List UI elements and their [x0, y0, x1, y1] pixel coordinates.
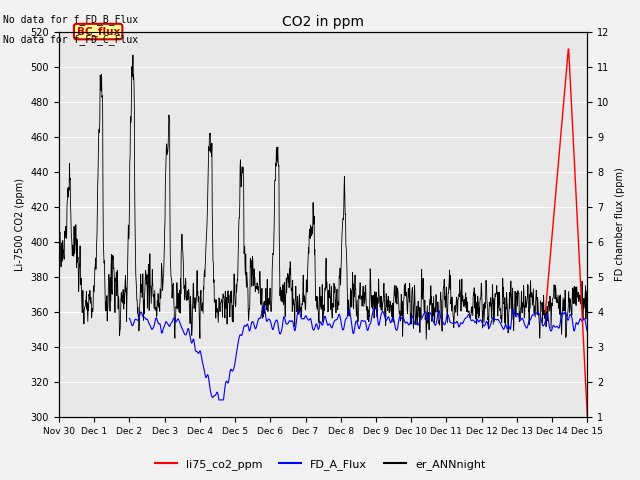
Text: No data for f_FD_B_Flux: No data for f_FD_B_Flux: [3, 14, 138, 25]
Text: No data for f_FD_C_Flux: No data for f_FD_C_Flux: [3, 34, 138, 45]
Text: BC_flux: BC_flux: [77, 26, 120, 36]
Y-axis label: FD chamber flux (ppm): FD chamber flux (ppm): [615, 168, 625, 281]
Legend: li75_co2_ppm, FD_A_Flux, er_ANNnight: li75_co2_ppm, FD_A_Flux, er_ANNnight: [150, 455, 490, 474]
Title: CO2 in ppm: CO2 in ppm: [282, 15, 364, 29]
Y-axis label: Li-7500 CO2 (ppm): Li-7500 CO2 (ppm): [15, 178, 25, 271]
